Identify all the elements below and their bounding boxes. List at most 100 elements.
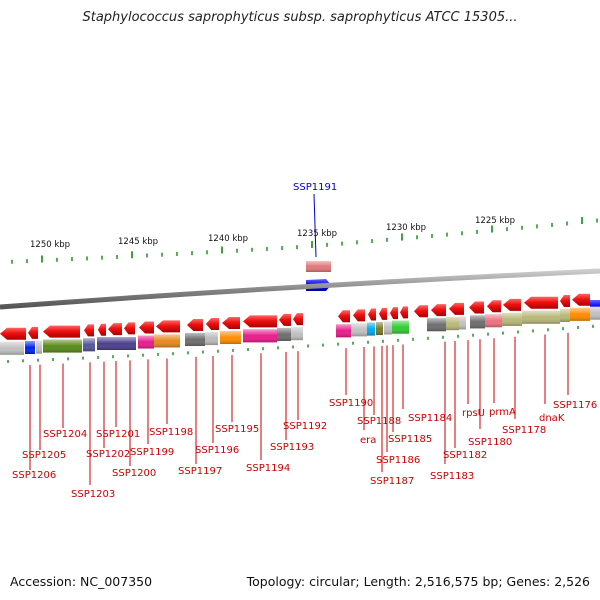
category-shade	[351, 323, 367, 337]
gene-arrows	[0, 293, 600, 340]
category-shade	[220, 331, 241, 345]
kbp-label: 1250 kbp	[30, 240, 70, 250]
gene-label[interactable]: SSP1176	[553, 400, 597, 411]
category-shade	[367, 322, 375, 336]
category-shade	[427, 318, 446, 332]
gene-labels: SSP1206 SSP1205 SSP1204 SSP1203 SSP1202 SSP12…	[12, 332, 597, 500]
genome-title: Staphylococcus saprophyticus subsp. sapr…	[82, 10, 518, 25]
gene-arrow	[293, 313, 303, 326]
gene-arrow	[503, 298, 521, 311]
category-shade	[459, 316, 466, 330]
gene-arrow	[108, 323, 122, 336]
kbp-label: 1235 kbp	[297, 229, 337, 239]
gene-label[interactable]: SSP1186	[376, 455, 420, 466]
gene-label[interactable]: SSP1194	[246, 463, 290, 474]
category-shade	[243, 329, 277, 343]
gene-label[interactable]: dnaK	[539, 413, 565, 424]
category-shade	[384, 321, 392, 335]
category-shade	[560, 308, 570, 322]
gene-arrow	[487, 300, 501, 313]
gene-label[interactable]: SSP1195	[215, 424, 259, 435]
gene-label[interactable]: SSP1203	[71, 489, 115, 500]
inner-ticks	[7, 324, 594, 363]
gene-label[interactable]: SSP1192	[283, 421, 327, 432]
gene-arrow	[98, 323, 106, 336]
gene-arrow	[524, 296, 558, 309]
category-shade	[470, 315, 485, 329]
gene-arrow	[43, 325, 80, 338]
gene-arrow	[379, 307, 387, 320]
gene-arrow	[222, 316, 240, 329]
gene-label[interactable]: SSP1206	[12, 470, 56, 481]
category-shade	[205, 332, 218, 346]
category-shade	[590, 306, 600, 320]
gene-label[interactable]: SSP1201	[96, 429, 140, 440]
category-shade	[446, 317, 459, 331]
category-shade	[97, 336, 136, 350]
gene-label[interactable]: SSP1188	[357, 416, 401, 427]
category-shade	[392, 320, 409, 334]
gene-label[interactable]: SSP1190	[329, 398, 373, 409]
accession-text: Accession: NC_007350	[10, 574, 153, 589]
gene-arrow	[28, 326, 38, 339]
gene-label[interactable]: SSP1183	[430, 471, 474, 482]
kbp-label: 1245 kbp	[118, 237, 158, 247]
category-shade	[522, 310, 560, 324]
gene-label[interactable]: SSP1200	[112, 468, 156, 479]
gene-arrow	[279, 313, 291, 326]
category-shade	[502, 312, 522, 326]
gene-label[interactable]: SSP1185	[388, 434, 432, 445]
gene-label[interactable]: rpsU	[462, 408, 485, 419]
gene-label[interactable]: SSP1187	[370, 476, 414, 487]
gene-arrow	[572, 293, 590, 306]
category-shade	[138, 335, 154, 349]
gene-arrow	[414, 305, 428, 318]
category-shade	[376, 322, 383, 336]
gene-arrow	[400, 306, 408, 319]
gene-label[interactable]: SSP1196	[195, 445, 239, 456]
gene-label[interactable]: SSP1202	[86, 449, 130, 460]
gene-category-bar	[0, 306, 600, 355]
category-shade	[43, 339, 82, 353]
category-shade	[25, 341, 35, 355]
category-shade	[185, 332, 205, 346]
highlight-gene-label: SSP1191	[293, 182, 337, 193]
position-ticks	[11, 217, 598, 264]
gene-label[interactable]: SSP1198	[149, 427, 193, 438]
kbp-label: 1240 kbp	[208, 234, 248, 244]
gene-label[interactable]: SSP1184	[408, 413, 452, 424]
category-shade	[154, 334, 180, 348]
gene-label[interactable]: SSP1193	[270, 442, 314, 453]
gene-label[interactable]: SSP1199	[130, 447, 174, 458]
gene-arrow	[590, 300, 600, 313]
gene-arrow	[243, 315, 277, 328]
gene-arrow	[206, 318, 219, 331]
category-shade	[277, 327, 291, 341]
gene-label[interactable]: prmA	[489, 407, 516, 418]
gene-arrow	[124, 322, 135, 335]
topology-text: Topology: circular; Length: 2,516,575 bp…	[246, 574, 590, 589]
gene-arrow	[560, 294, 570, 307]
gene-label[interactable]: SSP1180	[468, 437, 512, 448]
gene-arrow	[353, 309, 365, 322]
gene-label[interactable]: SSP1197	[178, 466, 222, 477]
gene-arrow	[156, 320, 180, 333]
gene-arrow	[139, 321, 154, 334]
gene-label[interactable]: SSP1205	[22, 450, 66, 461]
kbp-label: 1225 kbp	[475, 216, 515, 226]
gene-arrow	[0, 327, 26, 340]
gene-arrow	[368, 308, 376, 321]
gene-label[interactable]: SSP1204	[43, 429, 87, 440]
gene-label[interactable]: era	[360, 435, 376, 446]
category-shade	[291, 327, 303, 341]
gene-label[interactable]: SSP1182	[443, 450, 487, 461]
gene-arrow	[390, 307, 398, 320]
gene-label[interactable]: SSP1178	[502, 425, 546, 436]
category-shade	[36, 340, 42, 354]
gene-arrow	[469, 301, 484, 314]
category-shade	[336, 324, 351, 338]
gene-arrow	[84, 324, 94, 337]
kbp-scale-labels: 1250 kbp 1245 kbp 1240 kbp 1235 kbp 1230…	[30, 216, 515, 250]
category-shade	[83, 338, 95, 352]
